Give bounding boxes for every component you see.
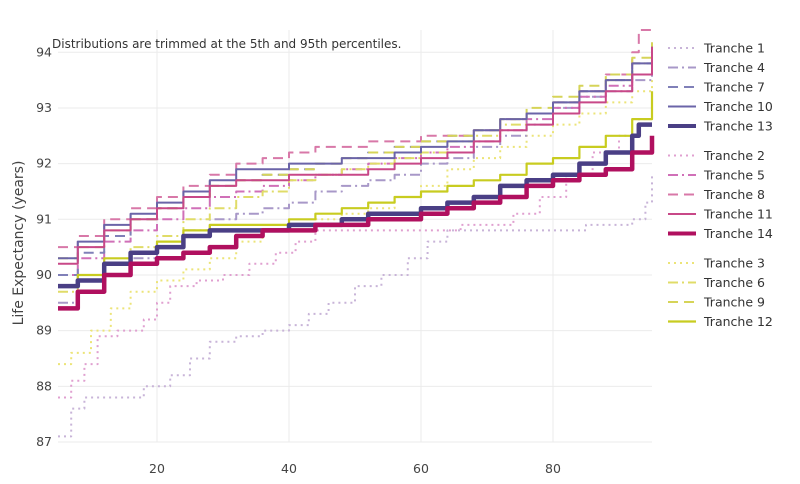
- grid-layer: [58, 30, 652, 443]
- legend-label-tranche-5: Tranche 5: [703, 168, 765, 183]
- legend-label-tranche-11: Tranche 11: [703, 207, 773, 222]
- y-tick-label: 93: [36, 100, 52, 115]
- series-line-tranche-2: [58, 102, 653, 399]
- series-layer: [58, 29, 655, 438]
- y-tick-label: 91: [36, 211, 52, 226]
- y-tick-label: 92: [36, 156, 52, 171]
- y-tick-label: 87: [36, 434, 52, 449]
- series-line-tranche-14: [58, 135, 655, 311]
- y-tick-label: 90: [36, 267, 52, 282]
- legend-label-tranche-4: Tranche 4: [703, 60, 765, 75]
- series-line-tranche-5: [58, 57, 653, 276]
- series-line-tranche-6: [58, 52, 653, 293]
- legend-label-tranche-3: Tranche 3: [703, 256, 765, 271]
- x-tick-label: 20: [149, 461, 165, 476]
- series-line-tranche-12: [58, 91, 654, 288]
- legend: Tranche 1 Tranche 4 Tranche 7 Tranche 10 Tra…: [668, 41, 773, 329]
- axis-layer: 87 88 89 90 91 92 93 94 20 40 60 80: [36, 44, 561, 476]
- series-line-tranche-13: [58, 122, 652, 289]
- y-tick-label: 88: [36, 378, 52, 393]
- legend-label-tranche-14: Tranche 14: [703, 226, 773, 241]
- y-tick-label: 94: [36, 44, 52, 59]
- y-tick-label: 89: [36, 323, 52, 338]
- series-line-tranche-4: [58, 63, 653, 304]
- series-line-tranche-3: [58, 80, 653, 366]
- series-line-tranche-11: [58, 46, 653, 265]
- legend-label-tranche-8: Tranche 8: [703, 187, 765, 202]
- legend-label-tranche-13: Tranche 13: [703, 119, 773, 134]
- legend-label-tranche-2: Tranche 2: [703, 148, 765, 163]
- legend-label-tranche-6: Tranche 6: [703, 275, 765, 290]
- legend-label-tranche-12: Tranche 12: [703, 314, 773, 329]
- legend-label-tranche-7: Tranche 7: [703, 80, 765, 95]
- x-tick-label: 40: [281, 461, 297, 476]
- y-axis-title: Life Expectancy (years): [11, 161, 27, 326]
- legend-label-tranche-1: Tranche 1: [703, 41, 765, 56]
- legend-label-tranche-9: Tranche 9: [703, 295, 765, 310]
- legend-label-tranche-10: Tranche 10: [703, 99, 773, 114]
- chart-annotation: Distributions are trimmed at the 5th and…: [52, 37, 401, 51]
- x-tick-label: 80: [545, 461, 561, 476]
- x-tick-label: 60: [413, 461, 429, 476]
